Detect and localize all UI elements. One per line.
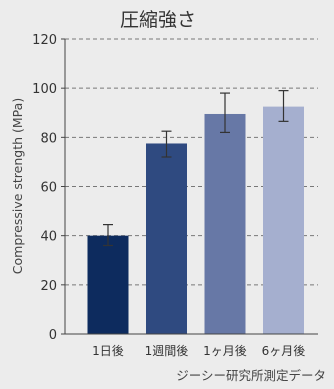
y-tick-label: 20 bbox=[40, 279, 57, 294]
x-tick-label: 1週間後 bbox=[145, 344, 189, 358]
bar-2 bbox=[146, 143, 187, 334]
source-note: ジーシー研究所測定データ bbox=[176, 368, 326, 383]
bars bbox=[87, 106, 304, 335]
error-bar-1 bbox=[103, 224, 113, 247]
bar-4 bbox=[263, 106, 304, 335]
error-bar-4 bbox=[278, 90, 289, 122]
bar-3 bbox=[204, 113, 246, 335]
y-tick-label: 80 bbox=[40, 131, 57, 146]
y-tick-labels: 0 20 40 60 80 100 120 bbox=[32, 33, 65, 343]
chart-title: 圧縮強さ bbox=[120, 9, 196, 31]
error-bar-2 bbox=[161, 130, 172, 158]
x-tick-label: 1ヶ月後 bbox=[203, 344, 247, 358]
x-tick-label: 1日後 bbox=[92, 344, 124, 358]
y-tick-label: 0 bbox=[49, 328, 57, 343]
y-tick-label: 60 bbox=[40, 181, 57, 196]
x-tick-label: 6ヶ月後 bbox=[262, 344, 306, 358]
bar-1 bbox=[87, 235, 129, 334]
error-bars bbox=[103, 90, 289, 247]
error-bar-3 bbox=[220, 92, 230, 134]
x-tick-labels: 1日後 1週間後 1ヶ月後 6ヶ月後 bbox=[92, 344, 305, 358]
y-tick-label: 120 bbox=[32, 33, 57, 48]
y-tick-label: 40 bbox=[40, 230, 57, 245]
y-axis-label: Compressive strength (MPa) bbox=[10, 98, 25, 274]
y-tick-label: 100 bbox=[32, 82, 57, 97]
